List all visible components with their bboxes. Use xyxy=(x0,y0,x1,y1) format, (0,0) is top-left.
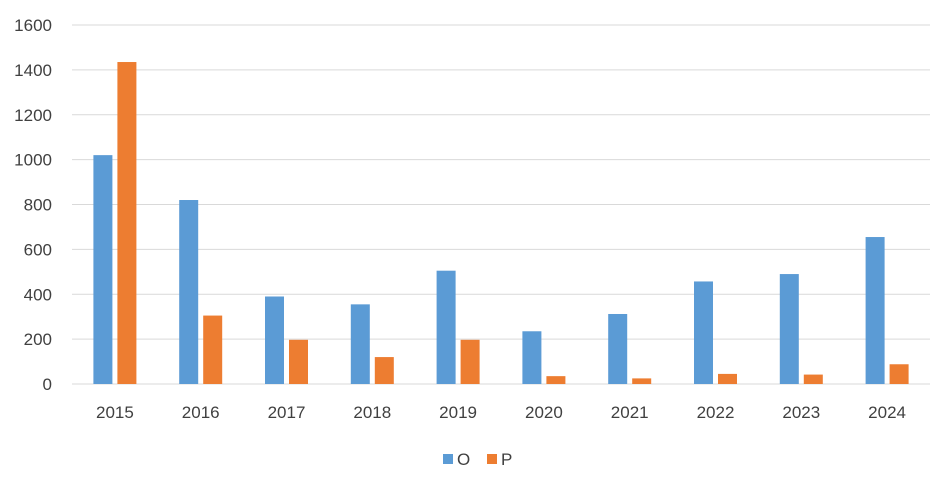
bar-p-2024 xyxy=(889,364,909,384)
x-tick-label: 2018 xyxy=(353,403,391,422)
bar-p-2015 xyxy=(117,62,137,384)
y-tick-label: 0 xyxy=(43,375,52,394)
bar-o-2018 xyxy=(350,304,370,384)
bar-p-2017 xyxy=(289,339,308,384)
x-tick-label: 2015 xyxy=(96,403,134,422)
x-axis-ticks: 2015 2016 2017 2018 2019 2020 2021 2022 2023 2024 xyxy=(96,403,906,422)
y-tick-label: 400 xyxy=(24,285,52,304)
bar-o-2022 xyxy=(694,281,713,384)
x-tick-label: 2016 xyxy=(182,403,220,422)
bar-p-2023 xyxy=(803,374,823,384)
y-axis-ticks: 0 200 400 600 800 1000 1200 1400 1600 xyxy=(14,16,52,394)
bar-p-2022 xyxy=(718,373,737,384)
y-tick-label: 1200 xyxy=(14,106,52,125)
bar-p-2016 xyxy=(203,315,223,384)
y-tick-label: 800 xyxy=(24,196,52,215)
y-tick-label: 1400 xyxy=(14,61,52,80)
bar-o-2023 xyxy=(779,274,799,384)
bar-o-2016 xyxy=(179,200,199,384)
legend-swatch-o xyxy=(443,454,453,464)
bar-p-2020 xyxy=(546,376,566,384)
y-tick-label: 1600 xyxy=(14,16,52,35)
x-tick-label: 2020 xyxy=(525,403,563,422)
x-tick-label: 2017 xyxy=(268,403,306,422)
x-tick-label: 2024 xyxy=(868,403,906,422)
legend-swatch-p xyxy=(487,454,497,464)
x-tick-label: 2019 xyxy=(439,403,477,422)
bar-o-2015 xyxy=(93,155,113,384)
bar-p-2021 xyxy=(632,378,652,384)
bar-o-2019 xyxy=(436,270,456,384)
legend-label-p: P xyxy=(501,450,512,469)
bar-o-2021 xyxy=(608,313,628,384)
y-tick-label: 1000 xyxy=(14,151,52,170)
bar-p-2019 xyxy=(460,339,480,384)
bar-o-2024 xyxy=(865,237,885,384)
bar-o-2017 xyxy=(265,296,284,384)
gridlines xyxy=(72,24,930,385)
bar-o-2020 xyxy=(522,331,542,384)
x-tick-label: 2021 xyxy=(611,403,649,422)
legend-label-o: O xyxy=(457,450,470,469)
y-tick-label: 600 xyxy=(24,240,52,259)
bars xyxy=(93,62,909,384)
x-tick-label: 2022 xyxy=(697,403,735,422)
y-tick-label: 200 xyxy=(24,330,52,349)
bar-p-2018 xyxy=(374,357,394,384)
x-tick-label: 2023 xyxy=(782,403,820,422)
